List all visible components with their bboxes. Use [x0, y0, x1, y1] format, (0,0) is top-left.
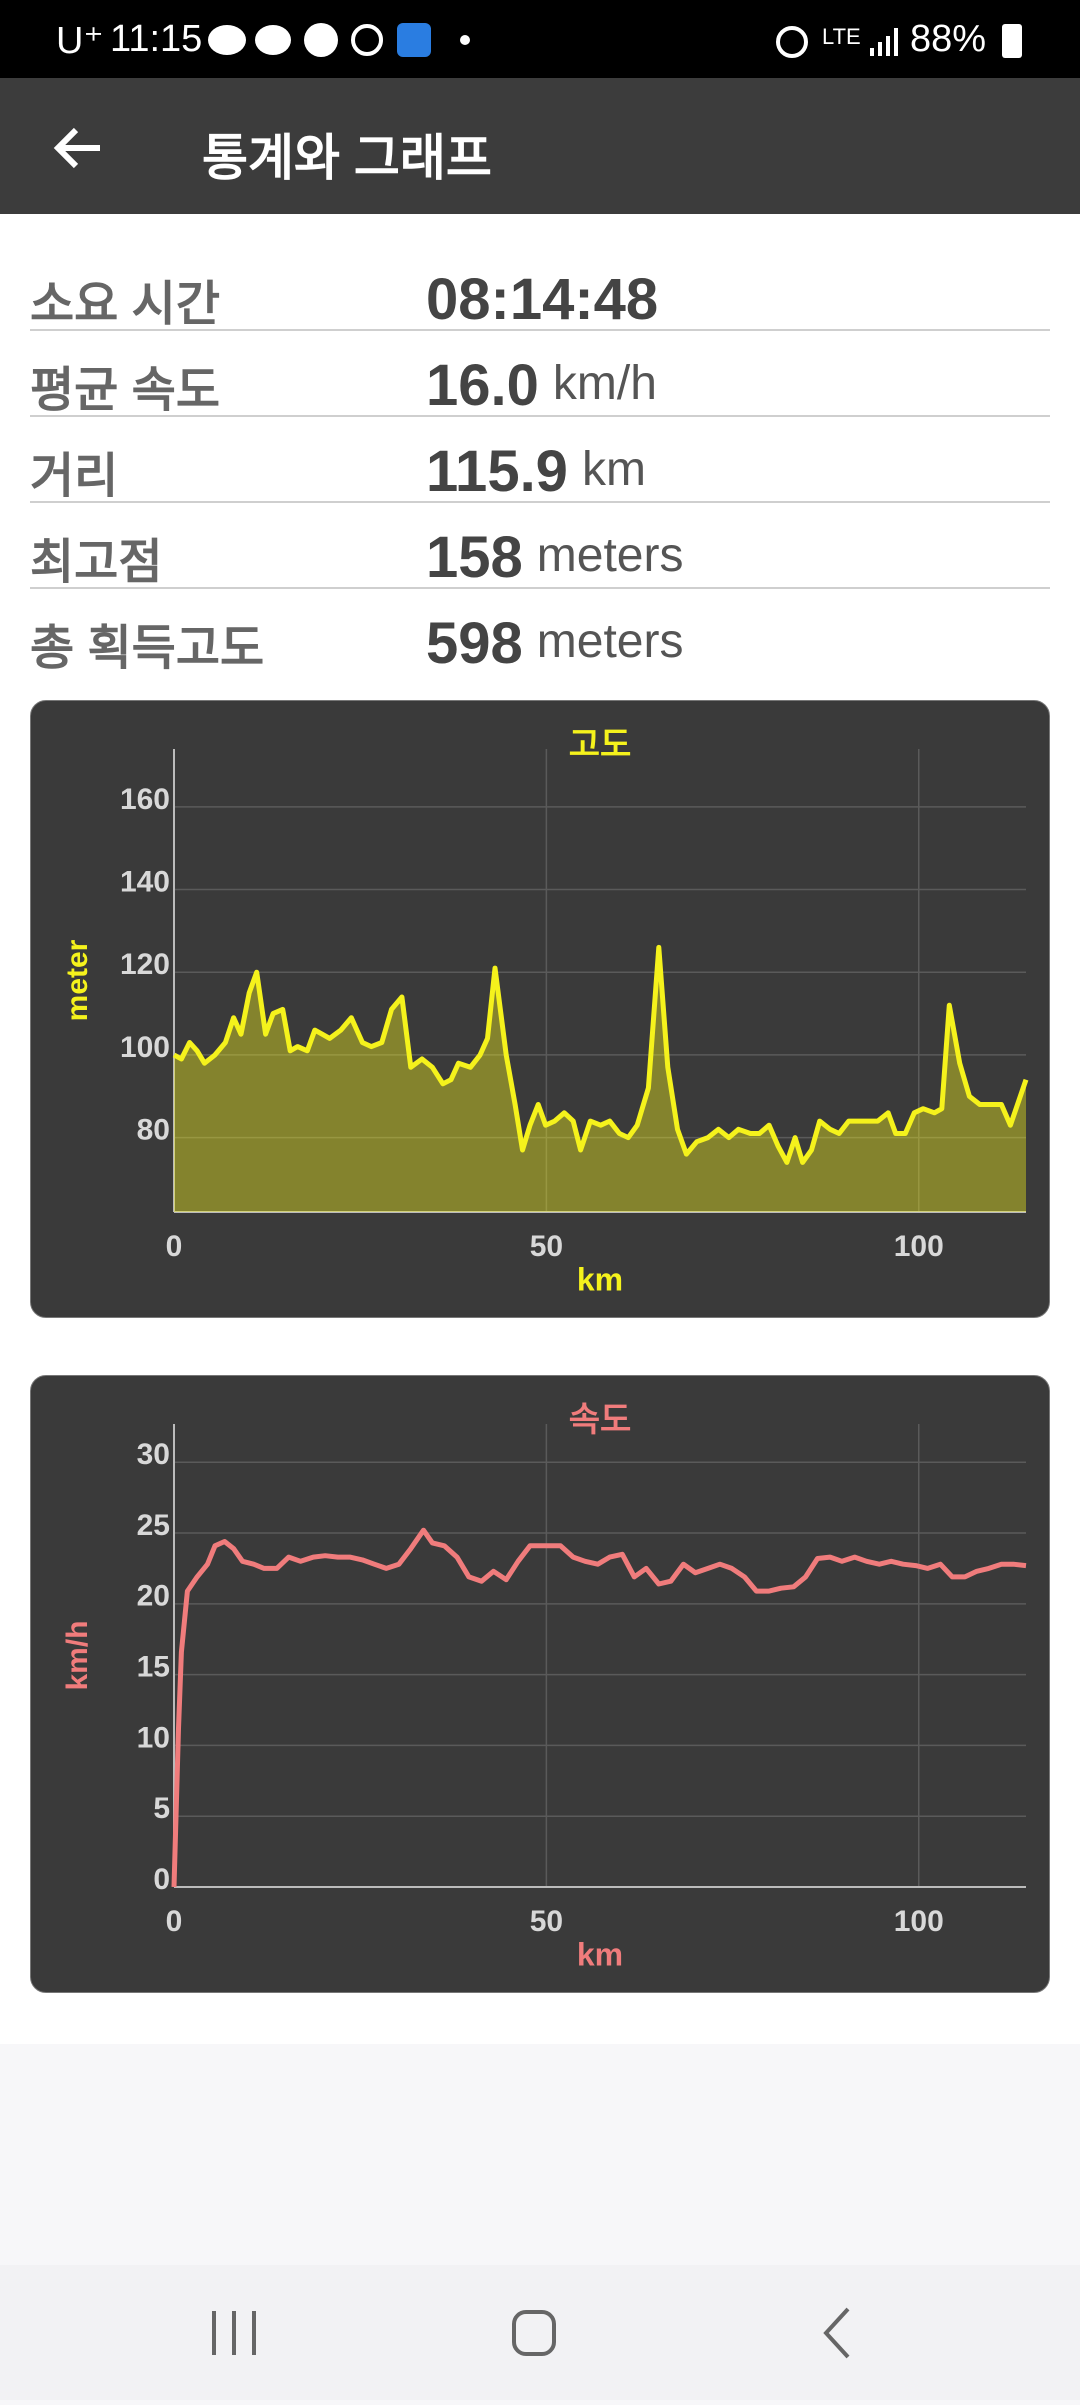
x-axis-label: km	[577, 1261, 623, 1297]
y-tick-label: 80	[137, 1114, 170, 1147]
content: 소요 시간 08:14:48 평균 속도 16.0 km/h 거리 115.9 km 최고점 15…	[0, 214, 1080, 2044]
stat-value: 115.9 km	[426, 438, 646, 505]
app-bar: 통계와 그래프	[0, 78, 1080, 214]
area-fill	[174, 947, 1026, 1212]
y-tick-label: 25	[137, 1509, 170, 1542]
stat-unit: meters	[536, 615, 684, 668]
y-tick-label: 30	[137, 1438, 170, 1471]
y-tick-label: 120	[120, 948, 170, 981]
divider	[30, 415, 1050, 417]
network-type: LTE	[822, 24, 861, 49]
x-tick-label: 0	[166, 1230, 183, 1263]
chart-card: 고도 80 100 120 140 160 0 50 100 km meter	[30, 700, 1050, 1318]
chart: 고도 80 100 120 140 160 0 50 100 km meter	[61, 726, 1029, 1297]
data-line	[172, 944, 1029, 1165]
stat-value: 08:14:48	[426, 266, 658, 333]
x-tick-label: 100	[894, 1905, 944, 1938]
stat-number: 598	[426, 611, 523, 676]
stat-row: 최고점 158 meters	[30, 504, 1050, 590]
stat-unit: meters	[536, 529, 684, 582]
y-axis-label: meter	[61, 939, 94, 1021]
stat-number: 16.0	[426, 353, 539, 418]
x-tick-label: 50	[530, 1905, 563, 1938]
stat-row: 소요 시간 08:14:48	[30, 246, 1050, 332]
nav-buttons	[212, 2307, 850, 2359]
stat-label: 소요 시간	[30, 278, 220, 331]
notification-icons	[208, 23, 470, 57]
x-axis-label: km	[577, 1936, 623, 1972]
x-tick-label: 100	[894, 1230, 944, 1263]
y-tick-label: 15	[137, 1651, 170, 1684]
y-tick-label: 5	[153, 1792, 170, 1825]
divider	[30, 329, 1050, 331]
stat-value: 16.0 km/h	[426, 352, 657, 419]
battery-icon	[1002, 24, 1022, 58]
system-icons	[776, 26, 898, 58]
stat-row: 총 획득고도 598 meters	[30, 590, 1050, 676]
chart-title: 고도	[569, 726, 632, 764]
nav-bar	[0, 2265, 1080, 2400]
divider	[30, 501, 1050, 503]
battery-level: 88%	[910, 18, 987, 60]
stat-row: 거리 115.9 km	[30, 418, 1050, 504]
stat-value: 598 meters	[426, 610, 683, 677]
stat-number: 08:14:48	[426, 267, 659, 332]
y-tick-label: 10	[137, 1721, 170, 1754]
stat-label: 최고점	[30, 536, 163, 589]
back-nav-button[interactable]	[823, 2307, 850, 2359]
y-tick-label: 20	[137, 1580, 170, 1613]
x-tick-label: 50	[530, 1230, 563, 1263]
stat-value: 158 meters	[426, 524, 683, 591]
stat-label: 평균 속도	[30, 364, 220, 417]
y-tick-label: 100	[120, 1031, 170, 1064]
data-line	[171, 1527, 1027, 1888]
chart: 속도 0 5 10 15 20 25 30 0 50 100 km km/h	[61, 1401, 1027, 1972]
stat-number: 158	[426, 525, 523, 590]
recents-button[interactable]	[212, 2311, 256, 2355]
chart-card: 속도 0 5 10 15 20 25 30 0 50 100 km km/h	[30, 1375, 1050, 1993]
stat-unit: km	[581, 443, 646, 496]
carrier: U⁺	[56, 20, 104, 62]
home-button[interactable]	[512, 2310, 556, 2356]
app-title: 통계와 그래프	[202, 130, 492, 186]
y-tick-label: 160	[120, 783, 170, 816]
y-tick-label: 140	[120, 865, 170, 898]
stat-unit: km/h	[552, 357, 657, 410]
stat-number: 115.9	[426, 439, 568, 504]
stat-label: 거리	[30, 450, 119, 503]
stat-label: 총 획득고도	[30, 622, 265, 675]
stat-row: 평균 속도 16.0 km/h	[30, 332, 1050, 418]
chart-title: 속도	[569, 1401, 632, 1439]
status-bar: U⁺ 11:15 LTE 88%	[0, 0, 1080, 78]
x-tick-label: 0	[166, 1905, 183, 1938]
divider	[30, 587, 1050, 589]
clock: 11:15	[110, 18, 203, 60]
y-tick-label: 0	[153, 1863, 170, 1896]
y-axis-label: km/h	[61, 1620, 94, 1690]
back-button[interactable]	[50, 120, 106, 176]
